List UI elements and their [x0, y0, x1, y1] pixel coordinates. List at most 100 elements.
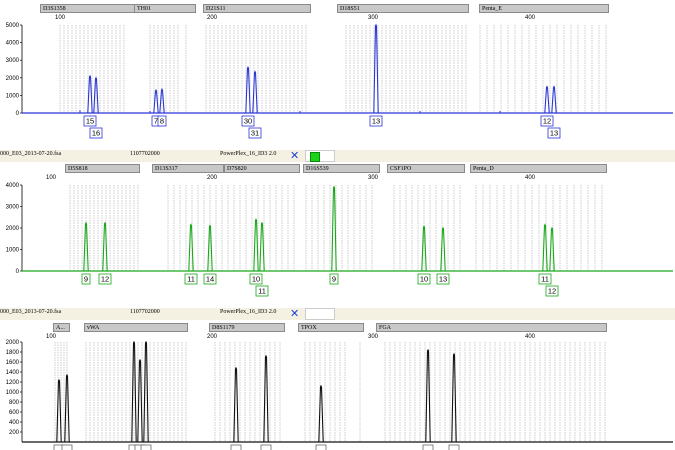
close-icon[interactable]: ✕: [290, 307, 300, 320]
sample-name: 1107702000: [130, 309, 160, 315]
svg-text:10: 10: [252, 275, 260, 284]
locus-amelogenin[interactable]: A...: [53, 323, 70, 332]
allele-peak[interactable]: [87, 74, 93, 114]
allele-call-label[interactable]: [260, 444, 272, 450]
allele-peak[interactable]: [544, 85, 550, 114]
allele-call-label[interactable]: 14: [203, 273, 217, 285]
x-tick-label: 100: [55, 15, 66, 21]
svg-text:15: 15: [86, 117, 94, 126]
locus-bar: A... vWA D8S1179 TPOX FGA: [0, 323, 675, 332]
allele-call-label[interactable]: [61, 444, 73, 450]
allele-call-label[interactable]: 11: [184, 273, 198, 285]
allele-peak[interactable]: [252, 70, 258, 114]
allele-call-label[interactable]: [230, 444, 242, 450]
locus-penta-d[interactable]: Penta_D: [470, 164, 607, 173]
allele-peak[interactable]: [153, 88, 159, 114]
allele-peak[interactable]: [159, 88, 165, 114]
allele-call-label[interactable]: 9: [81, 273, 91, 285]
locus-th01[interactable]: TH01: [134, 4, 196, 13]
locus-d16s539[interactable]: D16S539: [303, 164, 380, 173]
x-tick-label: 200: [207, 175, 218, 181]
electropherogram-blue: 5000 4000 3000 2000 1000 0 15 16 7 8 30 31 13 12 13: [6, 23, 673, 139]
y-tick-label: 1600: [6, 360, 20, 366]
allele-peak[interactable]: [83, 221, 89, 272]
close-icon[interactable]: ✕: [290, 149, 300, 162]
allele-peak[interactable]: [440, 226, 446, 272]
allele-peak[interactable]: [207, 224, 213, 272]
allele-call-label[interactable]: [140, 444, 152, 450]
allele-peak[interactable]: [233, 366, 239, 443]
x-tick-label: 300: [368, 175, 379, 181]
green-dye-icon[interactable]: [310, 152, 320, 162]
y-tick-label: 1800: [6, 350, 20, 356]
allele-peak[interactable]: [425, 348, 431, 443]
x-tick-label: 400: [525, 334, 536, 340]
allele-peak[interactable]: [64, 373, 70, 443]
y-tick-label: 1000: [6, 248, 20, 254]
allele-call-label[interactable]: 31: [248, 127, 262, 139]
allele-peak[interactable]: [263, 354, 269, 443]
allele-peak[interactable]: [549, 226, 555, 272]
allele-call-label[interactable]: 12: [540, 115, 554, 127]
locus-d5s818[interactable]: D5S818: [65, 164, 140, 173]
allele-peak[interactable]: [551, 85, 557, 114]
allele-call-label[interactable]: 11: [538, 273, 552, 285]
locus-d18s51[interactable]: D18S51: [337, 4, 469, 13]
size-ruler: 100 200 300 400: [0, 334, 675, 343]
size-ruler: 100 200 300 400: [0, 175, 675, 184]
svg-text:12: 12: [101, 275, 109, 284]
allele-peak[interactable]: [421, 225, 427, 272]
y-tick-label: 1400: [6, 370, 20, 376]
allele-call-label[interactable]: 30: [241, 115, 255, 127]
locus-vwa[interactable]: vWA: [84, 323, 188, 332]
allele-peak[interactable]: [245, 66, 251, 114]
locus-bar: D5S818 D13S317 D7S820 D16S539 CSF1PO Pen…: [0, 164, 675, 173]
allele-peak[interactable]: [93, 76, 99, 114]
x-tick-label: 200: [207, 15, 218, 21]
allele-call-label[interactable]: 13: [369, 115, 383, 127]
allele-peak[interactable]: [373, 23, 379, 114]
allele-call-label[interactable]: 13: [436, 273, 450, 285]
allele-call-label[interactable]: 10: [249, 273, 263, 285]
allele-peak[interactable]: [131, 340, 137, 443]
allele-call-label[interactable]: 13: [547, 127, 561, 139]
allele-call-label[interactable]: 12: [98, 273, 112, 285]
svg-text:12: 12: [543, 117, 551, 126]
allele-peak[interactable]: [102, 221, 108, 272]
locus-bar: D3S1358 TH01 D21S11 D18S51 Penta_E: [0, 4, 675, 13]
allele-peak[interactable]: [451, 352, 457, 443]
allele-peak[interactable]: [143, 340, 149, 443]
allele-call-label[interactable]: 10: [417, 273, 431, 285]
allele-call-label[interactable]: 16: [89, 127, 103, 139]
locus-csf1po[interactable]: CSF1PO: [387, 164, 465, 173]
locus-fga[interactable]: FGA: [376, 323, 607, 332]
locus-penta-e[interactable]: Penta_E: [479, 4, 609, 13]
allele-peak[interactable]: [137, 358, 143, 443]
allele-peak[interactable]: [542, 223, 548, 272]
allele-call-label[interactable]: [448, 444, 460, 450]
allele-call-label[interactable]: 12: [545, 285, 559, 297]
sample-file-name: 000_E03_2013-07-20.fsa: [0, 151, 62, 157]
y-tick-label: 3000: [6, 205, 20, 211]
locus-tpox[interactable]: TPOX: [298, 323, 364, 332]
locus-d3s1358[interactable]: D3S1358: [40, 4, 135, 13]
svg-text:9: 9: [332, 275, 336, 284]
svg-text:9: 9: [84, 275, 88, 284]
allele-call-label[interactable]: [422, 444, 434, 450]
allele-call-label[interactable]: 15: [83, 115, 97, 127]
allele-call-label[interactable]: [315, 444, 327, 450]
allele-call-label[interactable]: 8: [157, 115, 167, 127]
allele-call-label[interactable]: 11: [255, 285, 269, 297]
y-tick-label: 1000: [6, 390, 20, 396]
locus-d21s11[interactable]: D21S11: [203, 4, 311, 13]
locus-d7s820[interactable]: D7S820: [224, 164, 300, 173]
locus-d8s1179[interactable]: D8S1179: [209, 323, 285, 332]
allele-peak[interactable]: [253, 218, 259, 272]
locus-d13s317[interactable]: D13S317: [152, 164, 224, 173]
allele-peak[interactable]: [331, 185, 337, 272]
allele-peak[interactable]: [318, 384, 324, 443]
allele-peak[interactable]: [259, 221, 265, 272]
allele-peak[interactable]: [188, 223, 194, 272]
allele-peak[interactable]: [56, 378, 62, 443]
allele-call-label[interactable]: 9: [329, 273, 339, 285]
